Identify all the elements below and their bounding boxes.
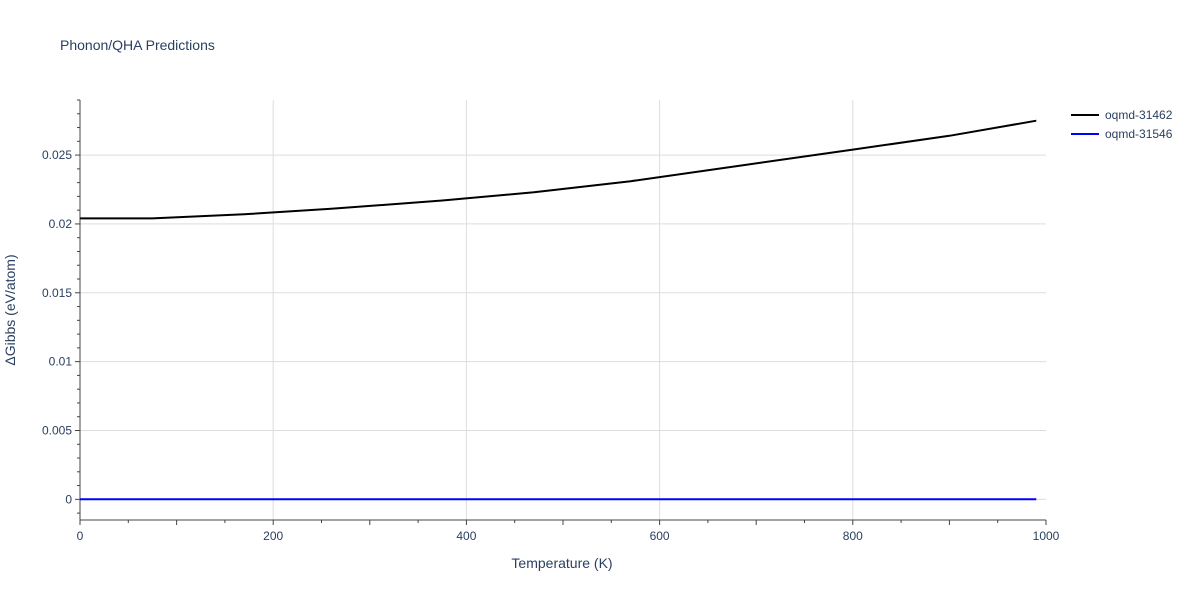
- x-axis-title: Temperature (K): [511, 555, 612, 571]
- grid-lines: [80, 100, 1046, 520]
- legend: oqmd-31462 oqmd-31546: [1071, 108, 1173, 141]
- y-tick-label: 0.005: [42, 423, 72, 437]
- y-tick-label: 0.02: [49, 217, 73, 231]
- x-tick-label: 600: [650, 529, 670, 543]
- x-tick-label: 200: [263, 529, 283, 543]
- x-tick-label: 0: [77, 529, 84, 543]
- x-tick-label: 400: [456, 529, 476, 543]
- chart-title: Phonon/QHA Predictions: [60, 37, 215, 53]
- y-axis-title: ΔGibbs (eV/atom): [2, 254, 18, 365]
- plot-series: [80, 119, 1037, 501]
- y-tick-label: 0.025: [42, 148, 72, 162]
- legend-label: oqmd-31462: [1105, 108, 1173, 122]
- y-axis: 0 0.005 0.01 0.015 0.02 0.025: [42, 99, 81, 520]
- y-tick-label: 0: [65, 492, 72, 506]
- legend-label: oqmd-31546: [1105, 127, 1173, 141]
- x-tick-label: 1000: [1033, 529, 1060, 543]
- y-tick-label: 0.015: [42, 286, 72, 300]
- series-line-oqmd-31462: [80, 119, 1037, 220]
- y-tick-label: 0.01: [49, 355, 73, 369]
- x-axis: 0 200 400 600 800 1000: [77, 519, 1060, 543]
- x-tick-label: 800: [843, 529, 863, 543]
